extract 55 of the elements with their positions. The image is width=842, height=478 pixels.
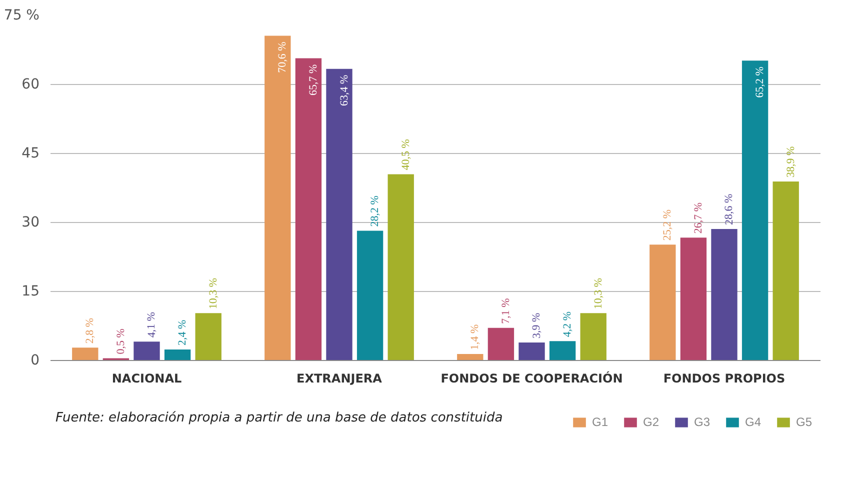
legend-label: G3 — [694, 415, 712, 429]
bar — [580, 313, 606, 360]
bar — [295, 58, 322, 360]
y-tick-label: 75 % — [4, 8, 40, 24]
bar — [326, 68, 352, 360]
x-tick-label: FONDOS DE COOPERACIÓN — [440, 370, 623, 386]
bar — [650, 244, 676, 360]
data-label: 0,5 % — [114, 328, 127, 354]
bar — [388, 174, 414, 360]
y-tick-label: 45 — [22, 146, 40, 162]
data-label: 1,4 % — [469, 324, 482, 350]
bar — [457, 354, 484, 360]
source-note: Fuente: elaboración propia a partir de una base de datos constituida — [56, 410, 503, 426]
bar — [134, 342, 160, 360]
data-label: 38,9 % — [784, 146, 797, 178]
data-label: 65,2 % — [754, 66, 766, 98]
y-tick-label: 60 — [22, 76, 40, 92]
data-label: 28,2 % — [369, 196, 382, 227]
bar — [772, 182, 799, 360]
bar — [164, 349, 191, 360]
data-label: 70,6 % — [276, 42, 289, 73]
bar — [742, 60, 768, 360]
data-label: 3,9 % — [530, 312, 543, 339]
bar — [72, 348, 98, 360]
y-tick-label: 15 — [22, 284, 40, 300]
bar — [549, 341, 576, 360]
data-label: 26,7 % — [692, 202, 704, 234]
legend-label: G5 — [796, 415, 814, 429]
data-label: 63,4 % — [338, 74, 350, 106]
x-tick-label: NACIONAL — [112, 372, 182, 386]
data-label: 2,4 % — [176, 320, 189, 346]
y-tick-label: 0 — [30, 352, 40, 368]
data-label: 65,7 % — [307, 64, 320, 96]
data-label: 40,5 % — [400, 139, 412, 170]
bar — [195, 313, 222, 360]
bar — [356, 230, 384, 360]
data-label: 28,6 % — [723, 194, 736, 225]
data-label: 10,3 % — [592, 278, 604, 310]
bar — [488, 328, 514, 360]
legend-label: G4 — [745, 415, 762, 429]
legend-label: G1 — [592, 415, 610, 429]
data-label: 10,3 % — [207, 278, 220, 310]
data-label: 4,2 % — [562, 312, 574, 338]
data-label: 2,8 % — [84, 318, 96, 344]
data-label: 7,1 % — [500, 298, 512, 324]
bar — [680, 238, 707, 360]
x-tick-label: EXTRANJERA — [296, 372, 383, 386]
bar — [264, 36, 291, 360]
x-tick-label: FONDOS PROPIOS — [663, 372, 786, 386]
data-label: 25,2 % — [662, 209, 674, 241]
y-tick-label: 30 — [22, 214, 40, 230]
data-label: 4,1 % — [146, 312, 158, 338]
bar — [711, 228, 738, 360]
bar — [518, 342, 545, 360]
legend-label: G2 — [643, 415, 660, 429]
